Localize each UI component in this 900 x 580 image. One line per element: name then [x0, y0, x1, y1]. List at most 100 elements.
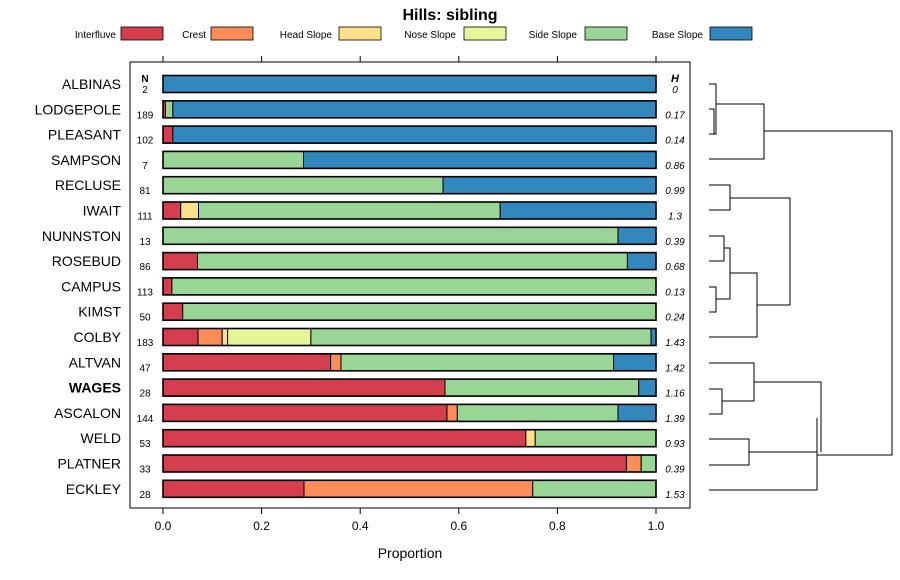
- bar-campus-interfluve: [162, 277, 173, 296]
- h-value-campus: 0.13: [665, 287, 685, 298]
- bar-ascalon-crest: [446, 403, 458, 422]
- dendrogram-branch: [709, 388, 723, 415]
- dendrogram-branch: [709, 418, 818, 491]
- legend-label-nose-slope: Nose Slope: [404, 30, 456, 41]
- legend-swatch-head-slope: [338, 26, 382, 41]
- h-value-altvan: 1.42: [665, 363, 685, 374]
- row-label-platner: PLATNER: [57, 456, 121, 472]
- bar-outline-rosebud: [162, 251, 657, 271]
- bar-pleasant-base-slope: [172, 125, 657, 144]
- bar-iwait-side-slope: [197, 201, 501, 220]
- h-value-eckley: 1.53: [665, 490, 685, 501]
- legend-swatch-side-slope: [584, 26, 628, 41]
- bar-wages-base-slope: [638, 378, 657, 397]
- legend-swatch-crest: [210, 26, 254, 41]
- h-value-albinas: 0: [672, 85, 678, 96]
- dendrogram-branch: [709, 286, 717, 313]
- bar-outline-ascalon: [162, 403, 657, 423]
- bar-eckley-interfluve: [162, 479, 305, 498]
- bar-nunnston-base-slope: [617, 226, 657, 245]
- x-tick-label: 0.4: [352, 519, 369, 533]
- dendrogram-branch: [709, 235, 725, 262]
- n-value-colby: 183: [137, 338, 154, 349]
- bar-colby-nose-slope: [227, 328, 312, 346]
- legend-label-side-slope: Side Slope: [529, 30, 578, 41]
- plot-frame: [129, 61, 691, 509]
- bar-albinas-base-slope: [162, 75, 657, 93]
- n-value-eckley: 28: [139, 490, 151, 501]
- bar-nunnston-side-slope: [162, 226, 619, 245]
- dendrogram-branch: [709, 83, 717, 135]
- x-axis-label: Proportion: [378, 545, 443, 561]
- bar-lodgepole-base-slope: [172, 100, 657, 119]
- bar-wages-interfluve: [162, 378, 446, 397]
- n-value-lodgepole: 189: [137, 110, 154, 121]
- h-value-weld: 0.93: [665, 439, 685, 450]
- bar-outline-altvan: [162, 352, 657, 372]
- bar-iwait-base-slope: [499, 201, 657, 220]
- chart-title: Hills: sibling: [402, 7, 497, 24]
- n-value-kimst: 50: [139, 313, 151, 324]
- bar-outline-campus: [162, 277, 657, 296]
- bar-colby-interfluve: [162, 328, 199, 346]
- bar-outline-colby: [162, 327, 657, 347]
- bar-outline-weld: [162, 428, 657, 448]
- bar-lodgepole-side-slope: [164, 100, 174, 119]
- n-column: N 2 189 102 7 81 111 13 86 113 50 183 47 28 144 53 33 28: [137, 74, 154, 501]
- bar-outline-pleasant: [162, 125, 657, 144]
- row-label-altvan: ALTVAN: [69, 354, 121, 370]
- n-value-campus: 113: [137, 287, 153, 298]
- n-value-albinas: 2: [142, 85, 148, 96]
- row-label-ascalon: ASCALON: [54, 405, 121, 421]
- legend: Interfluve Crest Head Slope Nose Slope Side …: [75, 26, 753, 41]
- bar-sampson-side-slope: [162, 150, 305, 169]
- x-tick-label: 0.8: [549, 519, 566, 533]
- bar-outline-wages: [162, 378, 657, 397]
- n-value-pleasant: 102: [137, 136, 154, 147]
- h-value-iwait: 1.3: [668, 212, 682, 223]
- bar-recluse-base-slope: [442, 176, 657, 195]
- n-value-platner: 33: [139, 465, 151, 476]
- h-value-recluse: 0.99: [665, 186, 685, 197]
- dendrogram-branch: [716, 247, 731, 300]
- dendrogram-branch: [730, 197, 791, 306]
- n-value-weld: 53: [139, 439, 151, 450]
- x-tick-label: 0.2: [253, 519, 270, 533]
- bar-eckley-side-slope: [532, 479, 657, 498]
- row-label-campus: CAMPUS: [61, 278, 121, 294]
- bar-recluse-side-slope: [162, 176, 444, 195]
- row-label-iwait: IWAIT: [83, 203, 122, 219]
- bar-iwait-head-slope: [180, 201, 199, 220]
- bar-altvan-base-slope: [613, 353, 657, 372]
- bar-altvan-interfluve: [162, 353, 332, 372]
- h-value-lodgepole: 0.17: [665, 110, 685, 121]
- dendrogram: [709, 83, 893, 491]
- bar-outline-lodgepole: [162, 100, 657, 119]
- h-value-wages: 1.16: [665, 389, 685, 400]
- bar-rosebud-base-slope: [626, 252, 657, 271]
- bar-weld-interfluve: [162, 429, 527, 448]
- row-label-eckley: ECKLEY: [66, 481, 122, 497]
- x-tick-label: 1.0: [648, 519, 665, 533]
- n-value-rosebud: 86: [139, 262, 151, 273]
- dendrogram-branch: [709, 103, 765, 160]
- h-value-rosebud: 0.68: [665, 262, 685, 273]
- h-value-colby: 1.43: [665, 338, 685, 349]
- bar-kimst-interfluve: [162, 302, 184, 321]
- bar-colby-crest: [197, 328, 223, 346]
- row-label-colby: COLBY: [74, 329, 122, 345]
- bar-weld-head-slope: [525, 429, 536, 448]
- n-value-ascalon: 144: [137, 414, 154, 425]
- n-value-iwait: 111: [137, 212, 153, 223]
- bar-outline-recluse: [162, 175, 657, 195]
- row-label-pleasant: PLEASANT: [48, 127, 122, 143]
- bar-weld-side-slope: [534, 429, 657, 448]
- n-value-sampson: 7: [142, 161, 148, 172]
- bar-kimst-side-slope: [182, 302, 657, 321]
- x-axis: 0.0 0.2 0.4 0.6 0.8 1.0: [155, 56, 665, 533]
- bar-platner-side-slope: [640, 454, 657, 473]
- bar-outline-albinas: [162, 74, 657, 94]
- bar-altvan-crest: [330, 353, 342, 372]
- legend-label-head-slope: Head Slope: [280, 30, 333, 41]
- row-label-recluse: RECLUSE: [55, 177, 121, 193]
